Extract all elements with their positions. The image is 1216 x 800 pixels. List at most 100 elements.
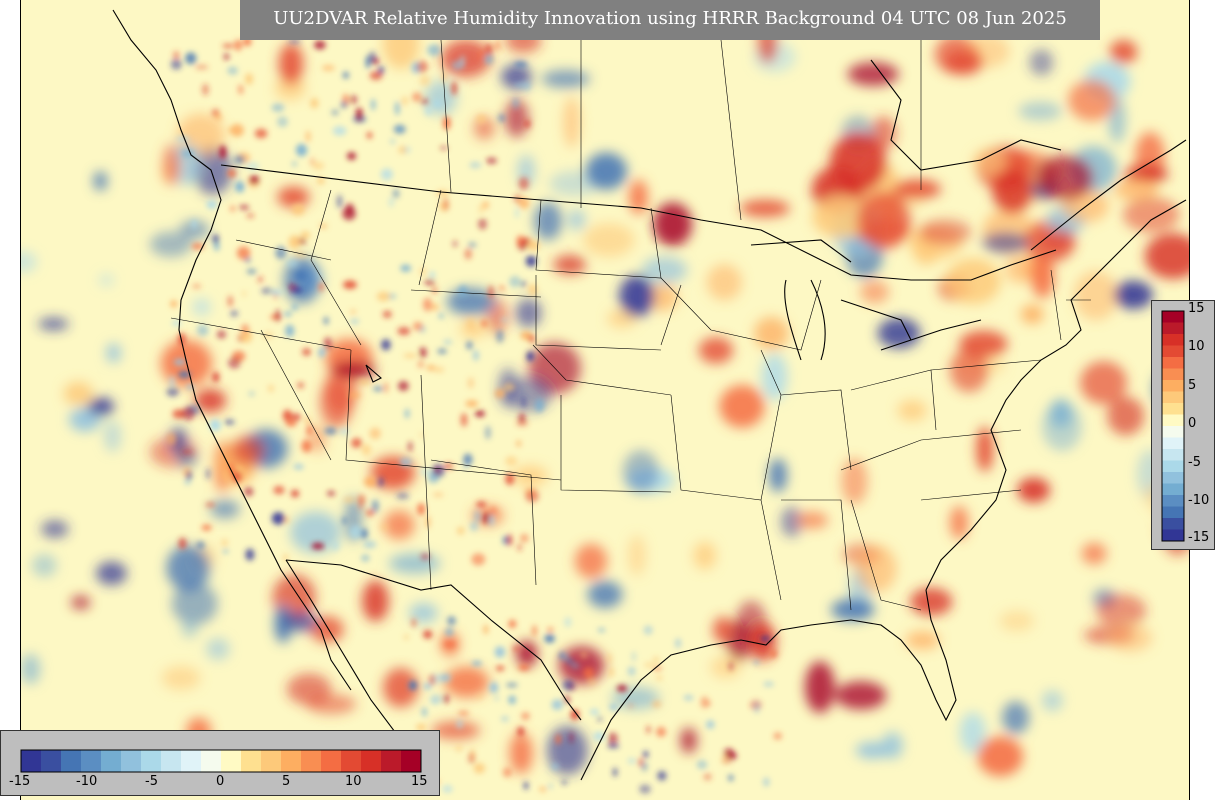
- colorbar-horizontal-frame: [20, 749, 422, 773]
- innovation-blob: [87, 397, 115, 416]
- innovation-blob: [340, 101, 347, 109]
- colorbar-vertical-tick: 15: [1188, 301, 1205, 316]
- innovation-blob: [419, 432, 424, 438]
- innovation-blob: [395, 126, 404, 132]
- innovation-blob: [548, 784, 553, 789]
- innovation-blob: [409, 603, 438, 623]
- innovation-blob: [498, 285, 506, 291]
- innovation-blob: [627, 666, 636, 676]
- innovation-blob: [396, 492, 410, 500]
- innovation-blob: [288, 235, 301, 250]
- innovation-blob: [291, 413, 302, 421]
- innovation-blob: [297, 382, 305, 389]
- innovation-blob: [574, 543, 608, 579]
- colorbar-vertical-tick: -15: [1188, 530, 1210, 545]
- innovation-blob: [539, 786, 547, 792]
- innovation-blob: [476, 49, 485, 61]
- innovation-blob: [564, 617, 572, 628]
- innovation-blob: [421, 98, 430, 106]
- innovation-blob: [422, 630, 433, 639]
- colorbar-horizontal-tick: 10: [345, 774, 362, 789]
- innovation-blob: [483, 624, 489, 635]
- innovation-blob: [408, 680, 418, 691]
- innovation-blob: [508, 695, 516, 705]
- innovation-blob: [1080, 361, 1127, 405]
- colorbar-vertical-tick: -5: [1188, 455, 1201, 470]
- colorbar-horizontal-swatch: [381, 750, 402, 772]
- innovation-blob: [419, 347, 427, 358]
- innovation-blob: [563, 96, 580, 148]
- innovation-blob: [474, 410, 485, 417]
- innovation-blob: [505, 456, 517, 466]
- innovation-blob: [241, 324, 249, 334]
- innovation-blob: [728, 661, 733, 671]
- innovation-blob: [437, 348, 447, 354]
- map-boundaries: [112, 9, 1187, 791]
- innovation-blob: [239, 205, 250, 210]
- innovation-blob: [196, 541, 205, 550]
- innovation-blob: [245, 162, 260, 170]
- innovation-blob: [195, 64, 209, 70]
- colorbar-horizontal-swatch: [401, 750, 422, 772]
- colorbar-vertical-swatch: [1162, 506, 1184, 519]
- innovation-blob: [185, 52, 197, 65]
- innovation-blob: [855, 544, 897, 593]
- innovation-blob: [710, 656, 742, 679]
- innovation-blob: [38, 317, 69, 331]
- innovation-blob: [319, 282, 324, 292]
- innovation-blob: [209, 499, 240, 519]
- innovation-blob: [443, 694, 449, 704]
- innovation-blob: [380, 168, 393, 181]
- innovation-blob: [398, 381, 409, 391]
- innovation-blob: [216, 330, 227, 339]
- innovation-blob: [349, 524, 362, 539]
- innovation-blob: [302, 348, 311, 356]
- innovation-blob: [173, 358, 186, 366]
- innovation-blob: [443, 462, 454, 470]
- innovation-blob: [781, 506, 803, 537]
- innovation-blob: [726, 752, 737, 760]
- colorbar-horizontal-swatch: [101, 750, 122, 772]
- innovation-blob: [412, 321, 423, 331]
- innovation-blob: [292, 161, 297, 167]
- colorbar-horizontal-swatch: [301, 750, 322, 772]
- innovation-blob: [587, 677, 597, 687]
- innovation-blob: [369, 71, 383, 81]
- innovation-blob: [291, 303, 298, 311]
- innovation-blob: [525, 255, 537, 267]
- innovation-blob: [497, 113, 506, 123]
- innovation-blob: [310, 97, 319, 109]
- innovation-blob: [881, 732, 904, 759]
- innovation-blob: [653, 656, 659, 663]
- innovation-blob: [471, 553, 486, 566]
- innovation-blob: [246, 213, 255, 218]
- innovation-blob: [419, 75, 431, 87]
- innovation-blob: [96, 561, 127, 586]
- innovation-blob: [349, 95, 358, 104]
- innovation-blob: [514, 207, 520, 219]
- innovation-blob: [273, 485, 285, 495]
- innovation-blob: [860, 280, 890, 304]
- innovation-blob: [495, 665, 505, 672]
- innovation-blob: [424, 106, 433, 116]
- innovation-blob: [481, 512, 493, 525]
- innovation-blob: [516, 640, 538, 667]
- innovation-blob: [291, 203, 305, 216]
- innovation-blob: [959, 712, 986, 754]
- innovation-blob: [458, 285, 468, 298]
- innovation-blob: [223, 53, 230, 61]
- innovation-blob: [1042, 402, 1082, 451]
- innovation-blob: [301, 439, 312, 453]
- innovation-blob: [98, 273, 114, 287]
- innovation-blob: [306, 424, 313, 436]
- innovation-blob: [526, 351, 535, 362]
- innovation-blob: [486, 157, 498, 164]
- innovation-blob: [706, 701, 711, 706]
- colorbar-horizontal-swatch: [361, 750, 382, 772]
- innovation-blob: [71, 595, 91, 610]
- innovation-blob: [342, 516, 347, 525]
- innovation-blob: [583, 667, 595, 679]
- innovation-blob: [293, 463, 304, 470]
- innovation-blob: [319, 223, 328, 229]
- innovation-blob: [847, 62, 899, 87]
